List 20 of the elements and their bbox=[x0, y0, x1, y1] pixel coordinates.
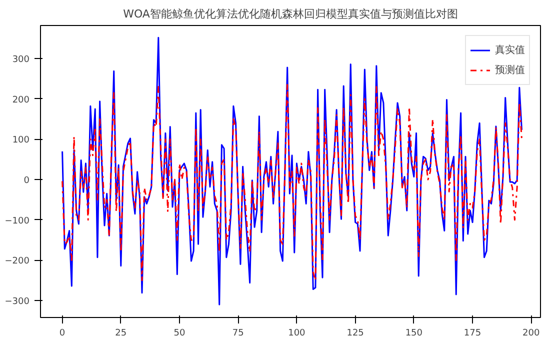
legend-label: 真实值 bbox=[495, 44, 525, 57]
legend-label: 预测值 bbox=[495, 64, 525, 77]
y-tick-label: 300 bbox=[12, 55, 30, 66]
x-tick-label: 125 bbox=[346, 328, 364, 338]
x-tick-label: 175 bbox=[464, 328, 482, 338]
y-tick-label: 200 bbox=[12, 95, 30, 106]
y-tick-label: 100 bbox=[12, 136, 30, 146]
y-tick-label: −100 bbox=[4, 216, 30, 226]
y-tick-label: −200 bbox=[4, 256, 30, 267]
x-tick-label: 0 bbox=[59, 328, 66, 338]
x-tick-label: 25 bbox=[115, 328, 127, 338]
x-tick-label: 150 bbox=[405, 328, 423, 338]
y-tick-label: −300 bbox=[4, 297, 30, 308]
y-tick-label: 0 bbox=[24, 176, 30, 186]
x-tick-label: 75 bbox=[232, 328, 244, 338]
x-tick-label: 50 bbox=[174, 328, 186, 338]
x-tick-label: 100 bbox=[288, 328, 306, 338]
chart-title: WOA智能鲸鱼优化算法优化随机森林回归模型真实值与预测值比对图 bbox=[123, 8, 458, 20]
x-tick-label: 200 bbox=[522, 328, 540, 338]
line-series bbox=[62, 82, 522, 282]
